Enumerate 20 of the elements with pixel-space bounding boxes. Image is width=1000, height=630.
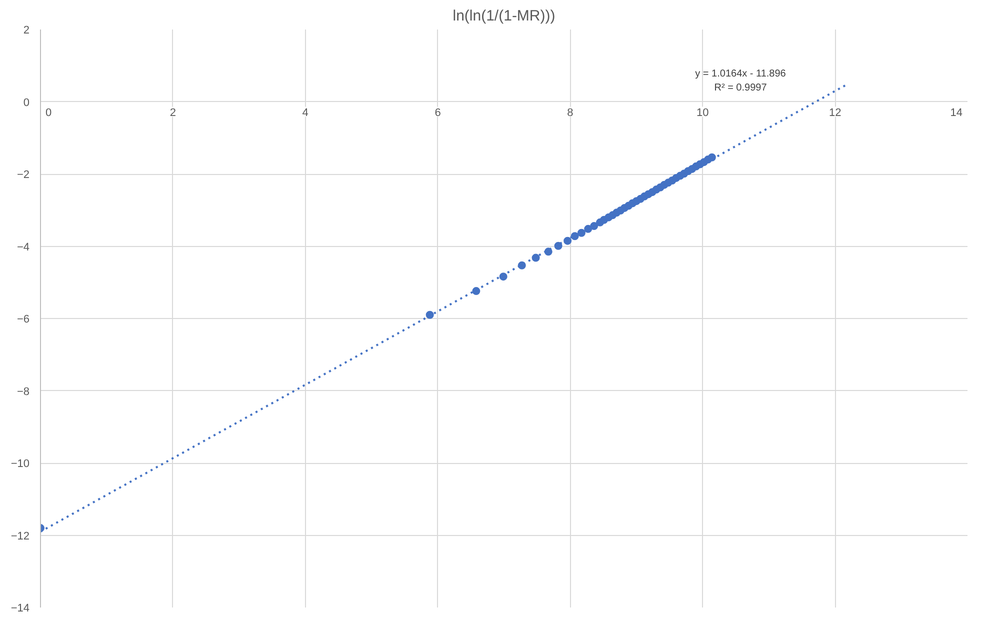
x-tick-label: 6 [434,106,441,119]
y-tick-label: −12 [10,530,30,542]
y-tick-label: −4 [16,241,30,254]
chart-title: ln(ln(1/(1-MR))) [452,8,556,24]
y-tick-label: −14 [10,602,30,614]
y-tick-label: −10 [10,458,30,470]
y-tick-label: −2 [16,169,30,181]
x-tick-label: 2 [170,106,176,119]
y-tick-label: 0 [23,96,30,109]
annotation: R² = 0.9997 [714,82,768,94]
y-tick-label: −6 [16,314,30,326]
y-tick-label: −8 [16,386,30,398]
x-tick-label: 8 [567,106,574,119]
x-tick-label: 14 [950,106,963,119]
annotation: y = 1.0164x - 11.896 [695,68,786,80]
x-tick-label: 4 [302,106,308,119]
x-tick-label: 10 [696,106,709,119]
x-tick-label: 0 [46,106,52,119]
x-tick-label: 12 [828,106,842,119]
y-tick-label: 2 [23,24,30,36]
